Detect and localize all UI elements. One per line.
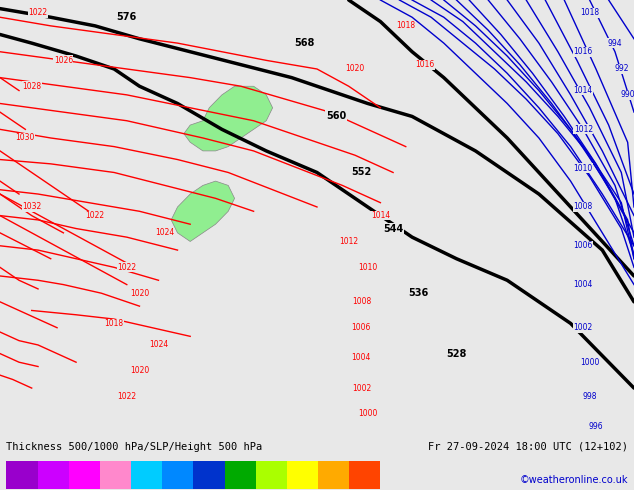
Text: 990: 990 [620,90,634,99]
Text: 1000: 1000 [358,410,377,418]
Bar [131,461,162,489]
Text: 568: 568 [294,38,314,48]
Text: 1004: 1004 [574,280,593,289]
Text: 1008: 1008 [574,202,593,212]
Text: 1002: 1002 [574,323,593,332]
Text: 1022: 1022 [86,211,105,220]
Text: 1000: 1000 [580,358,599,367]
Text: 1032: 1032 [22,202,41,212]
Text: 1012: 1012 [339,237,358,246]
Text: 536: 536 [408,288,429,298]
Text: 544: 544 [383,223,403,234]
Text: 1014: 1014 [574,86,593,95]
Bar [68,461,100,489]
Text: 1018: 1018 [396,22,415,30]
Bar [162,461,193,489]
Text: 1010: 1010 [358,263,377,272]
Text: 1020: 1020 [130,367,149,375]
Text: 1004: 1004 [352,353,371,363]
Text: 576: 576 [117,12,137,22]
Text: 1010: 1010 [574,164,593,172]
Text: 1006: 1006 [574,241,593,250]
Text: 992: 992 [614,65,628,74]
Text: 1012: 1012 [574,125,593,134]
Text: 1028: 1028 [22,82,41,91]
Text: 560: 560 [326,111,346,122]
Bar [100,461,131,489]
Bar [6,461,37,489]
Text: 552: 552 [351,168,372,177]
Bar [349,461,380,489]
Bar [193,461,224,489]
Text: 1024: 1024 [149,341,168,349]
Polygon shape [184,86,273,151]
Text: Fr 27-09-2024 18:00 UTC (12+102): Fr 27-09-2024 18:00 UTC (12+102) [428,442,628,452]
Text: 1016: 1016 [574,47,593,56]
Text: ©weatheronline.co.uk: ©weatheronline.co.uk [519,475,628,485]
Text: 1014: 1014 [371,211,390,220]
Bar [287,461,318,489]
Text: Thickness 500/1000 hPa/SLP/Height 500 hPa: Thickness 500/1000 hPa/SLP/Height 500 hP… [6,442,262,452]
Text: 1030: 1030 [16,133,35,143]
Bar [37,461,68,489]
Text: 1002: 1002 [352,384,371,392]
Polygon shape [171,181,235,242]
Text: 1022: 1022 [117,263,136,272]
Text: 1020: 1020 [130,289,149,298]
Text: 1026: 1026 [54,56,73,65]
Bar [318,461,349,489]
Text: 528: 528 [446,348,467,359]
Text: 996: 996 [588,422,604,431]
Text: 1022: 1022 [117,392,136,401]
Text: 1006: 1006 [352,323,371,332]
Text: 1020: 1020 [346,65,365,74]
Text: 998: 998 [583,392,597,401]
Text: 1022: 1022 [29,8,48,18]
Bar [224,461,256,489]
Text: 1018: 1018 [105,319,124,328]
Text: 1018: 1018 [580,8,599,18]
Text: 994: 994 [607,39,623,48]
Bar [256,461,287,489]
Text: 1008: 1008 [352,297,371,306]
Text: 1016: 1016 [415,60,434,69]
Text: 1024: 1024 [155,228,174,237]
